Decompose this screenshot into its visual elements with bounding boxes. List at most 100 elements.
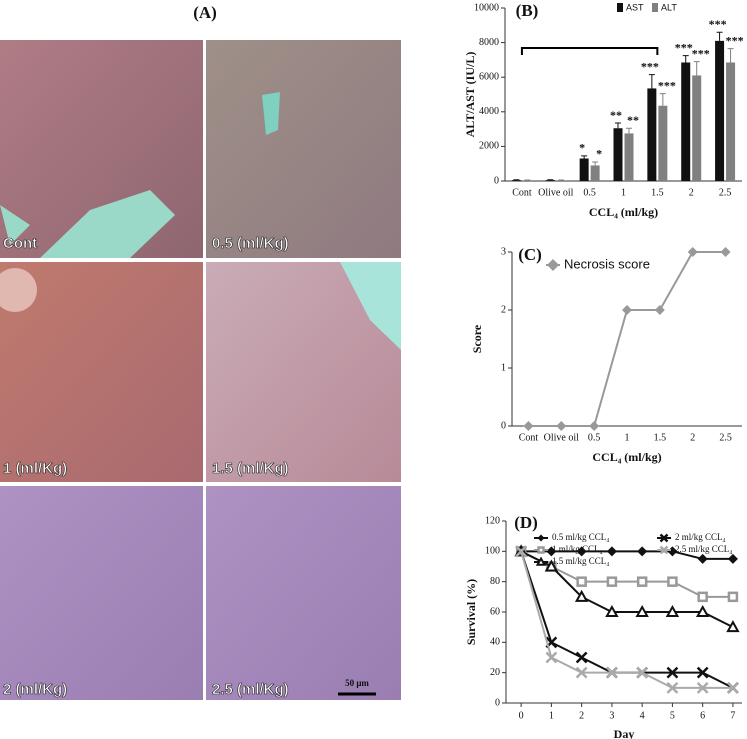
marker bbox=[575, 666, 588, 679]
significance-label: * bbox=[579, 141, 585, 155]
image-label: 2 (ml/Kg) bbox=[3, 681, 67, 698]
series-line bbox=[528, 251, 726, 427]
y-tick-label: 0 bbox=[494, 175, 499, 186]
y-tick-label: 6000 bbox=[479, 71, 499, 82]
significance-label: *** bbox=[692, 46, 710, 60]
marker bbox=[637, 546, 648, 557]
marker bbox=[547, 259, 559, 271]
marker bbox=[697, 553, 708, 564]
marker bbox=[727, 591, 739, 603]
image bbox=[0, 486, 203, 700]
marker bbox=[659, 545, 669, 555]
marker bbox=[589, 421, 600, 431]
marker bbox=[666, 681, 679, 694]
bar bbox=[579, 158, 589, 181]
significance-label: *** bbox=[641, 59, 659, 73]
y-tick-label: 1 bbox=[501, 362, 506, 373]
x-tick-label: 1.5 bbox=[654, 432, 667, 443]
x-tick-label: 7 bbox=[730, 710, 735, 721]
x-tick-label: 2 bbox=[579, 710, 584, 721]
marker bbox=[605, 604, 619, 617]
marker bbox=[537, 534, 545, 542]
scale-bar-label: 50 μm bbox=[345, 678, 369, 688]
marker bbox=[606, 546, 617, 557]
marker bbox=[636, 666, 649, 679]
y-tick-label: 20 bbox=[490, 667, 500, 678]
marker bbox=[666, 666, 679, 679]
x-tick-label: 0 bbox=[519, 710, 524, 721]
marker bbox=[622, 305, 632, 315]
legend-label: 1 ml/kg CCL₄ bbox=[552, 544, 603, 554]
bar bbox=[692, 75, 702, 181]
error-bar bbox=[626, 127, 632, 134]
legend-label: 0.5 ml/kg CCL₄ bbox=[552, 532, 609, 542]
bar bbox=[681, 62, 691, 182]
image bbox=[206, 486, 401, 700]
legend-label: 2.5 ml/kg CCL₄ bbox=[675, 544, 732, 554]
image-label: Cont bbox=[3, 235, 37, 252]
histology-images bbox=[0, 40, 401, 700]
y-tick-label: 10000 bbox=[474, 2, 499, 13]
x-tick-label: 1 bbox=[625, 432, 630, 443]
marker bbox=[667, 546, 678, 557]
x-tick-label: 6 bbox=[700, 710, 705, 721]
x-tick-label: Cont bbox=[512, 187, 532, 198]
error-bar bbox=[659, 93, 666, 106]
legend-swatch bbox=[652, 3, 658, 12]
bar bbox=[545, 180, 555, 181]
marker bbox=[659, 533, 669, 543]
y-tick-label: 80 bbox=[490, 576, 500, 587]
y-axis-label: Score bbox=[470, 324, 484, 353]
error-bar bbox=[693, 61, 700, 76]
y-tick-label: 120 bbox=[485, 515, 500, 526]
y-tick-label: 4000 bbox=[479, 106, 499, 117]
x-tick-label: 2 bbox=[690, 432, 695, 443]
significance-label: *** bbox=[726, 33, 744, 47]
marker bbox=[636, 576, 648, 587]
marker bbox=[535, 556, 547, 566]
y-tick-label: 2000 bbox=[479, 141, 499, 152]
x-tick-label: 0.5 bbox=[583, 187, 596, 198]
marker bbox=[726, 620, 740, 633]
marker bbox=[695, 604, 710, 617]
bar bbox=[613, 128, 623, 181]
x-tick-label: Olive oil bbox=[538, 187, 573, 198]
decor bbox=[340, 262, 401, 350]
series-line bbox=[520, 550, 734, 629]
x-axis-label: Day bbox=[614, 727, 635, 739]
error-bar bbox=[592, 161, 599, 166]
bar bbox=[658, 105, 668, 181]
bar bbox=[556, 180, 566, 181]
image-label: 0.5 (ml/Kg) bbox=[212, 235, 289, 252]
marker bbox=[667, 576, 678, 587]
y-tick-label: 60 bbox=[490, 606, 500, 617]
marker bbox=[544, 559, 559, 572]
bar bbox=[511, 180, 521, 181]
x-tick-label: Cont bbox=[519, 432, 539, 443]
y-tick-label: 3 bbox=[501, 246, 506, 257]
panel-title: (D) bbox=[514, 513, 538, 532]
legend-label: AST bbox=[626, 2, 644, 12]
panel-title: (B) bbox=[516, 1, 539, 20]
bar bbox=[726, 62, 736, 182]
marker bbox=[606, 576, 618, 587]
y-tick-label: 0 bbox=[501, 420, 506, 431]
bar bbox=[715, 40, 725, 182]
marker bbox=[545, 651, 558, 664]
legend-label: 1.5 ml/kg CCL₄ bbox=[552, 556, 609, 566]
bar bbox=[647, 88, 657, 181]
y-tick-label: 2 bbox=[501, 304, 506, 315]
x-tick-label: 2.5 bbox=[719, 187, 732, 198]
image-label: 1.5 (ml/Kg) bbox=[212, 460, 289, 477]
decor bbox=[0, 268, 37, 312]
y-tick-label: 8000 bbox=[479, 37, 499, 48]
series-line bbox=[520, 551, 734, 689]
marker bbox=[576, 546, 587, 557]
marker bbox=[727, 553, 738, 564]
marker bbox=[556, 421, 567, 431]
marker bbox=[696, 666, 709, 679]
y-axis-label: Survival (%) bbox=[464, 579, 478, 645]
y-tick-label: 40 bbox=[490, 637, 500, 648]
error-bar bbox=[727, 48, 734, 63]
